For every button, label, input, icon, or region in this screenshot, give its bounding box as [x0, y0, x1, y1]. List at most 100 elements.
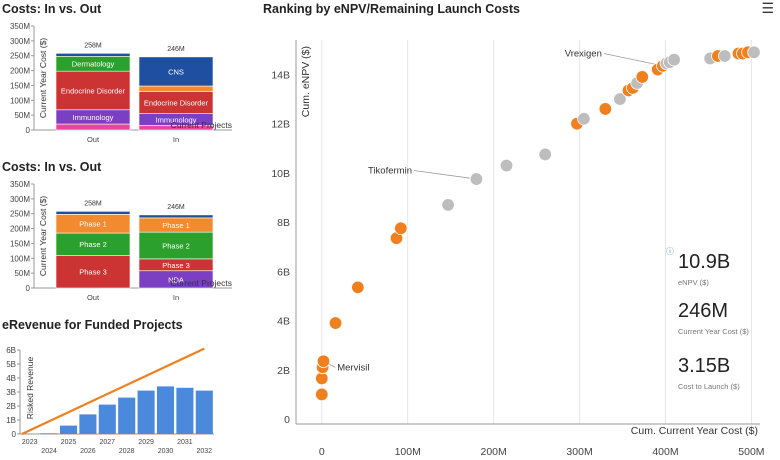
- annotation-leader: [603, 53, 663, 67]
- costs-ta-title: Costs: In vs. Out: [2, 2, 102, 16]
- segment-label: CNS: [168, 67, 184, 76]
- y-tick-label: 200M: [10, 225, 30, 234]
- funded-project-point: [315, 371, 329, 386]
- x-tick-label: 0: [319, 446, 325, 458]
- y-tick-label: 14B: [271, 69, 290, 81]
- x-tick-label: 2023: [22, 439, 38, 446]
- segment-label: Endocrine Disorder: [144, 99, 209, 108]
- x-tick-label: 200M: [480, 446, 506, 458]
- revenue-bar: [137, 390, 155, 434]
- y-tick-label: 0: [26, 284, 31, 293]
- segment-label: Immunology: [73, 113, 114, 122]
- revenue-bar: [79, 414, 97, 434]
- x-tick-label: 2030: [158, 448, 174, 455]
- y-tick-label: 300M: [10, 37, 30, 46]
- segment-label: Immunology: [156, 116, 197, 125]
- funded-project-point: [598, 102, 613, 116]
- y-tick-label: 6B: [6, 346, 16, 355]
- annotation-label: Vrexigen: [565, 49, 602, 60]
- y-tick-label: 100M: [10, 96, 30, 105]
- segment-label: Endocrine Disorder: [61, 86, 126, 95]
- info-icon: ⓘ: [666, 247, 674, 256]
- segment-label: Phase 3: [79, 268, 107, 277]
- unfunded-project-point: [469, 172, 484, 186]
- bar-segment: [138, 56, 214, 87]
- x-tick-label: 2031: [177, 439, 193, 446]
- bar-segment: [55, 123, 131, 131]
- revenue-bar: [176, 387, 194, 434]
- funded-project-point: [315, 387, 329, 402]
- y-tick-label: 150M: [10, 239, 30, 248]
- y-tick-label: 0: [12, 430, 17, 439]
- y-tick-label: 6B: [277, 266, 290, 278]
- unfunded-project-point: [577, 112, 591, 126]
- bar-segment: [138, 231, 214, 260]
- unfunded-project-point: [718, 49, 732, 63]
- segment-label: NDA: [168, 275, 184, 284]
- y-axis-label: Risked Revenue: [25, 357, 35, 420]
- annotation-label: Mervisil: [337, 362, 369, 373]
- y-tick-label: 1B: [6, 416, 16, 425]
- kpi-value: 3.15B: [678, 355, 730, 377]
- y-tick-label: 100M: [10, 254, 30, 263]
- revenue-bar: [98, 404, 116, 434]
- y-tick-label: 250M: [10, 210, 30, 219]
- y-tick-label: 150M: [10, 81, 30, 90]
- funded-project-point: [394, 221, 408, 236]
- revenue-bar: [195, 390, 213, 434]
- y-axis-label: Current Year Cost ($): [38, 196, 48, 276]
- kpi-label: Current Year Cost ($): [678, 327, 749, 336]
- x-tick-label: 100M: [395, 446, 421, 458]
- bar-total-label: 246M: [167, 204, 185, 211]
- bar-total-label: 258M: [84, 42, 102, 49]
- annotation-leader: [413, 170, 477, 180]
- costs-phase-chart: 0 50M 100M 150M 200M 250M 300M 350M Current Year…: [10, 180, 232, 302]
- segment-label: Phase 3: [162, 261, 190, 270]
- y-tick-label: 200M: [10, 67, 30, 76]
- ranking-title: Ranking by eNPV/Remaining Launch Costs: [263, 2, 520, 16]
- y-tick-label: 5B: [6, 360, 16, 369]
- costs-ta-chart: 0 50M 100M 150M 200M 250M 300M 350M Current Year…: [10, 22, 232, 144]
- y-tick-label: 4B: [6, 374, 16, 383]
- erevenue-title: eRevenue for Funded Projects: [2, 318, 183, 332]
- x-tick-label: 2029: [138, 439, 154, 446]
- x-axis-label: Cum. Current Year Cost ($): [631, 425, 758, 437]
- x-tick-label: 2032: [197, 448, 213, 455]
- bar-segment: [55, 70, 131, 111]
- funded-project-point: [328, 316, 343, 330]
- y-tick-label: 10B: [271, 168, 290, 180]
- bar-total-label: 246M: [167, 46, 185, 53]
- unfunded-project-point: [538, 147, 552, 162]
- segment-label: Phase 1: [79, 220, 107, 229]
- legend-overlay: Current Projects: [171, 278, 232, 288]
- unfunded-project-point: [499, 158, 514, 173]
- unfunded-project-point: [747, 45, 761, 60]
- revenue-bar: [118, 397, 136, 434]
- funded-project-point: [351, 280, 365, 295]
- x-tick-label: 500M: [738, 446, 764, 458]
- revenue-bar: [59, 425, 78, 434]
- legend-overlay: Current Projects: [171, 120, 232, 130]
- y-tick-label: 50M: [14, 269, 30, 278]
- y-tick-label: 250M: [10, 52, 30, 61]
- kpi-label: eNPV ($): [678, 278, 709, 287]
- revenue-bar: [156, 386, 175, 434]
- funded-project-point: [316, 354, 331, 368]
- segment-label: Dermatology: [72, 60, 115, 69]
- x-tick-label: 300M: [566, 446, 592, 458]
- annotation-label: Tikofermin: [368, 165, 412, 176]
- x-tick-label: 2025: [61, 439, 77, 446]
- y-tick-label: 4B: [277, 316, 290, 328]
- x-tick-label: 2024: [41, 448, 57, 455]
- x-tick-label: In: [173, 135, 179, 144]
- segment-label: Phase 1: [162, 221, 190, 230]
- costs-phase-title: Costs: In vs. Out: [2, 160, 102, 174]
- x-tick-label: Out: [87, 135, 100, 144]
- revenue-bar: [40, 433, 58, 434]
- x-tick-label: 2027: [100, 439, 116, 446]
- bar-segment: [55, 53, 131, 57]
- y-axis-label: Cum. eNPV ($): [300, 46, 312, 117]
- hamburger-menu-icon[interactable]: ☰: [761, 0, 774, 16]
- y-tick-label: 0: [284, 414, 290, 426]
